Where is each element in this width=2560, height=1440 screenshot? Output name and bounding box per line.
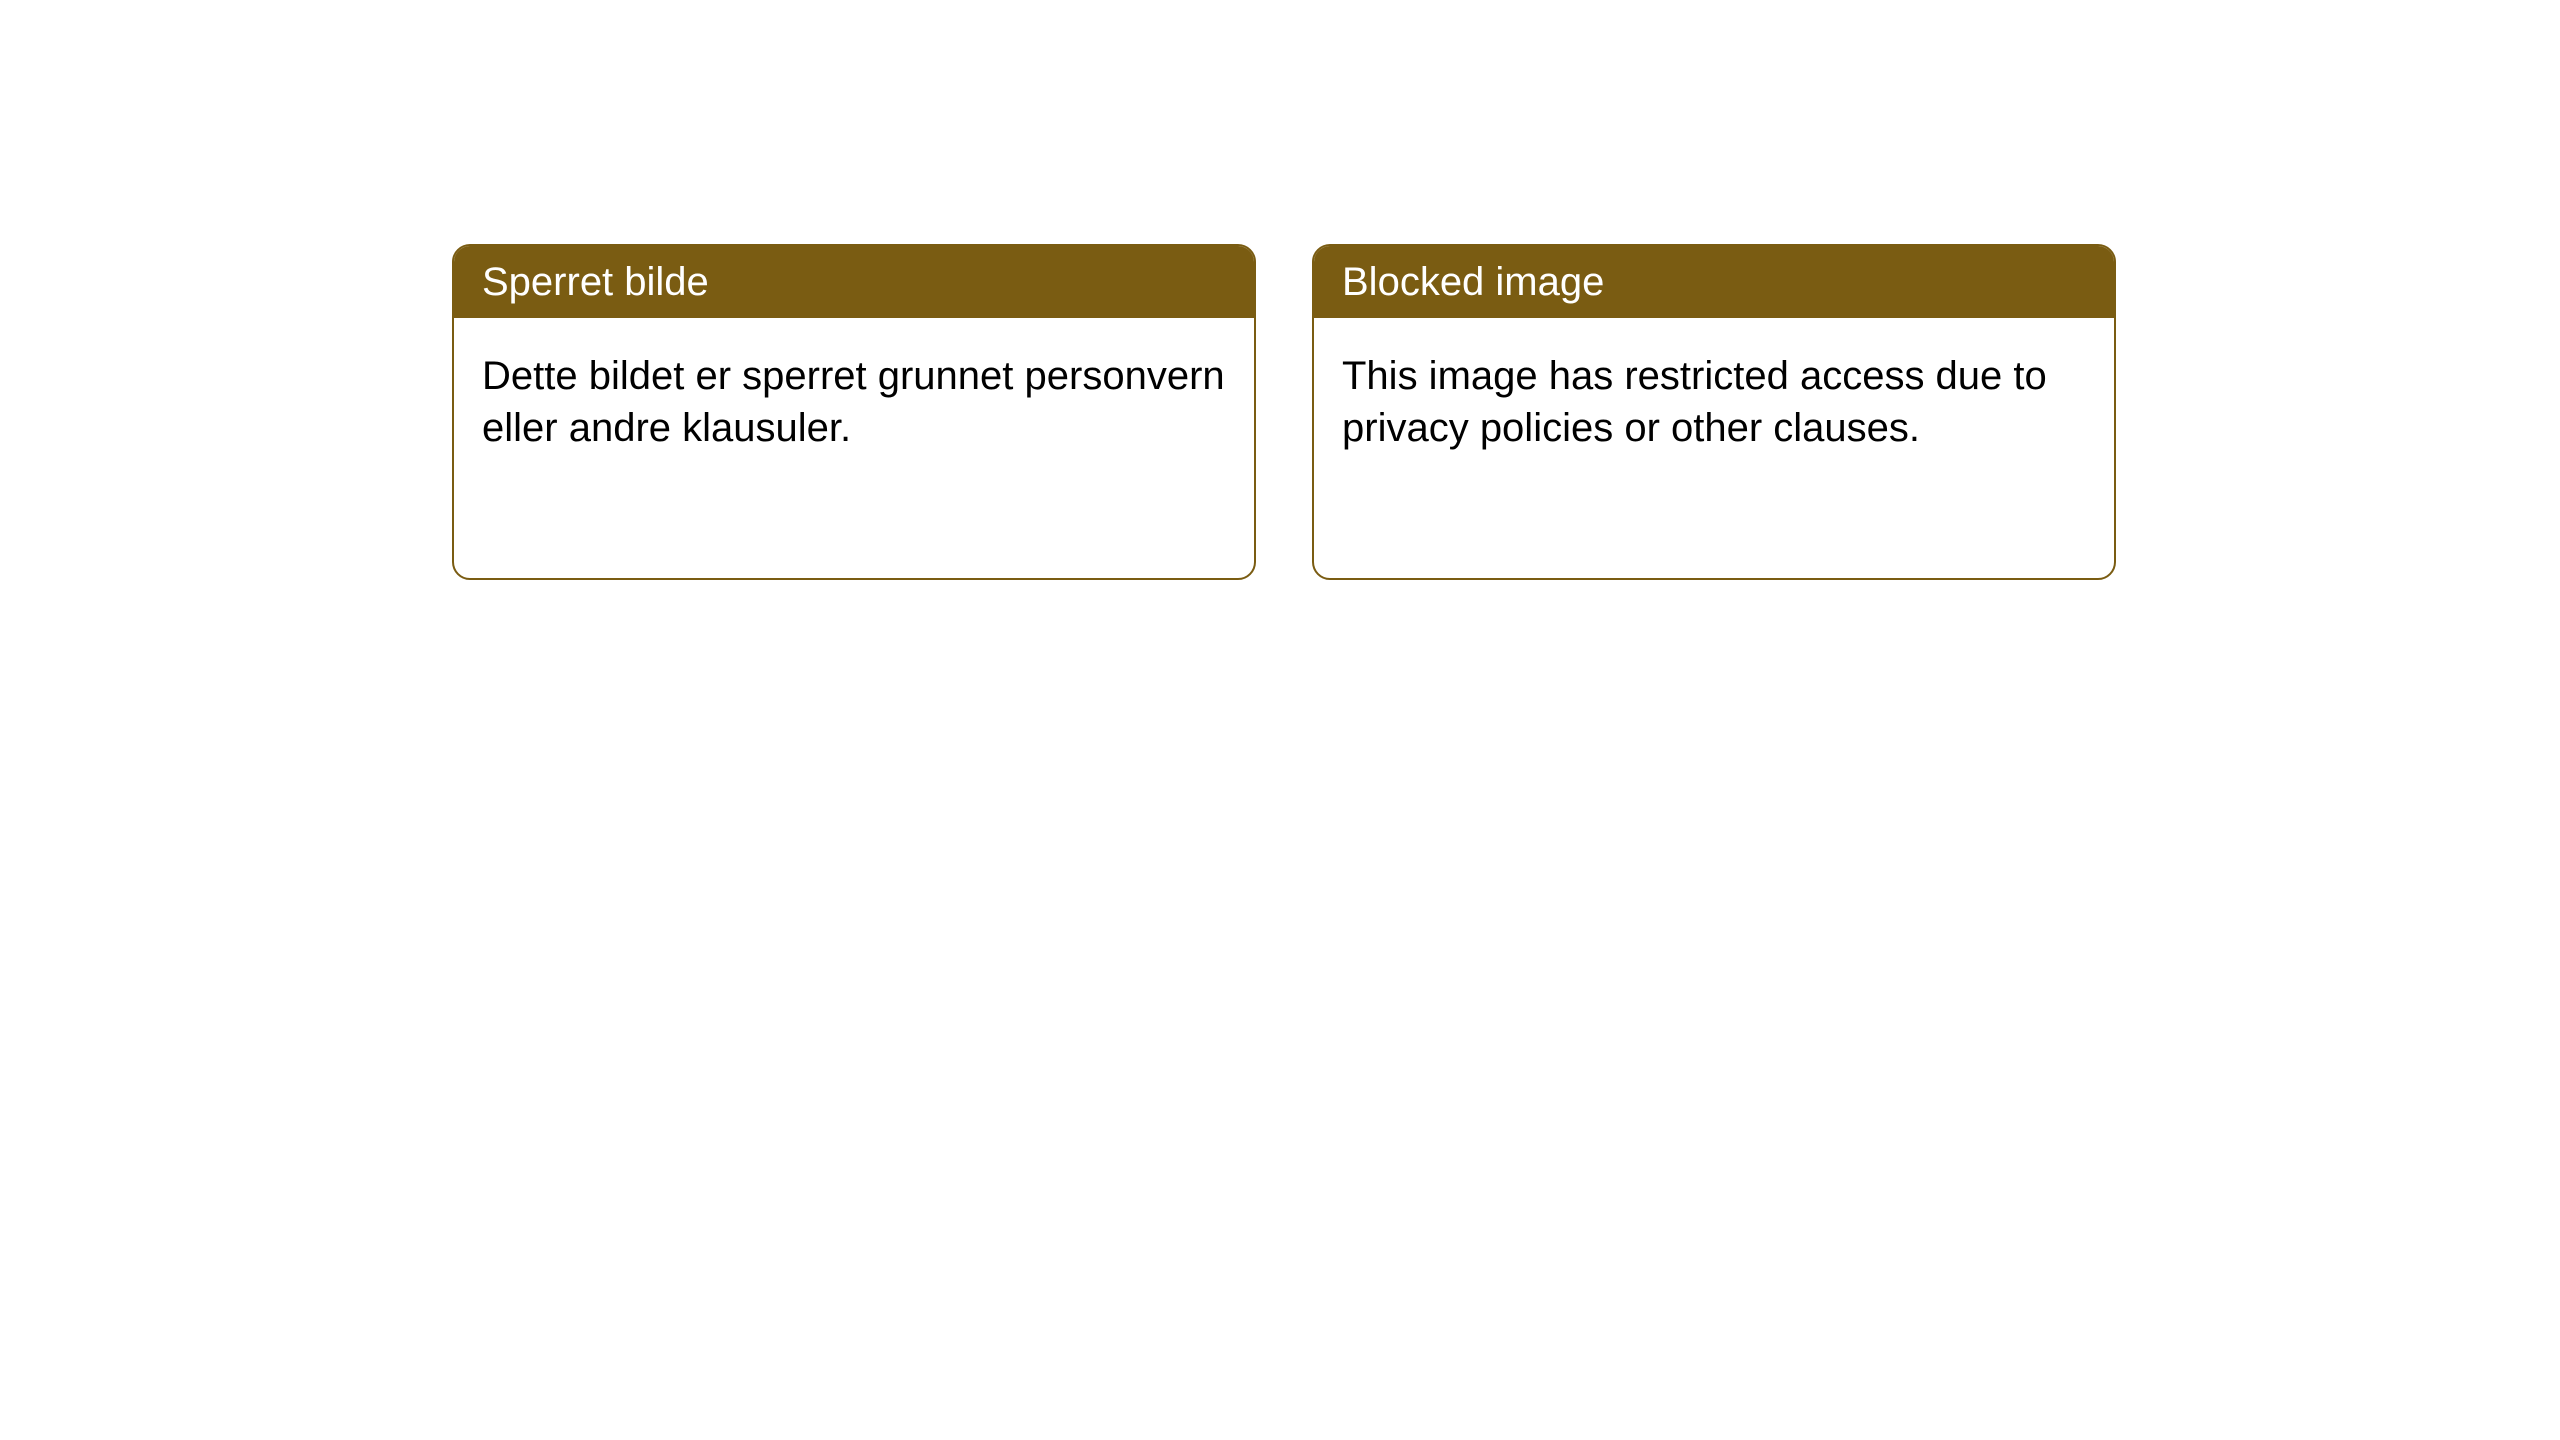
card-title: Blocked image [1342,260,1604,304]
card-body-text: This image has restricted access due to … [1342,354,2047,450]
card-header: Blocked image [1314,246,2114,318]
card-body: Dette bildet er sperret grunnet personve… [454,318,1254,486]
card-title: Sperret bilde [482,260,709,304]
card-container: Sperret bilde Dette bildet er sperret gr… [452,244,2116,580]
card-header: Sperret bilde [454,246,1254,318]
blocked-image-card-no: Sperret bilde Dette bildet er sperret gr… [452,244,1256,580]
blocked-image-card-en: Blocked image This image has restricted … [1312,244,2116,580]
card-body: This image has restricted access due to … [1314,318,2114,486]
card-body-text: Dette bildet er sperret grunnet personve… [482,354,1225,450]
